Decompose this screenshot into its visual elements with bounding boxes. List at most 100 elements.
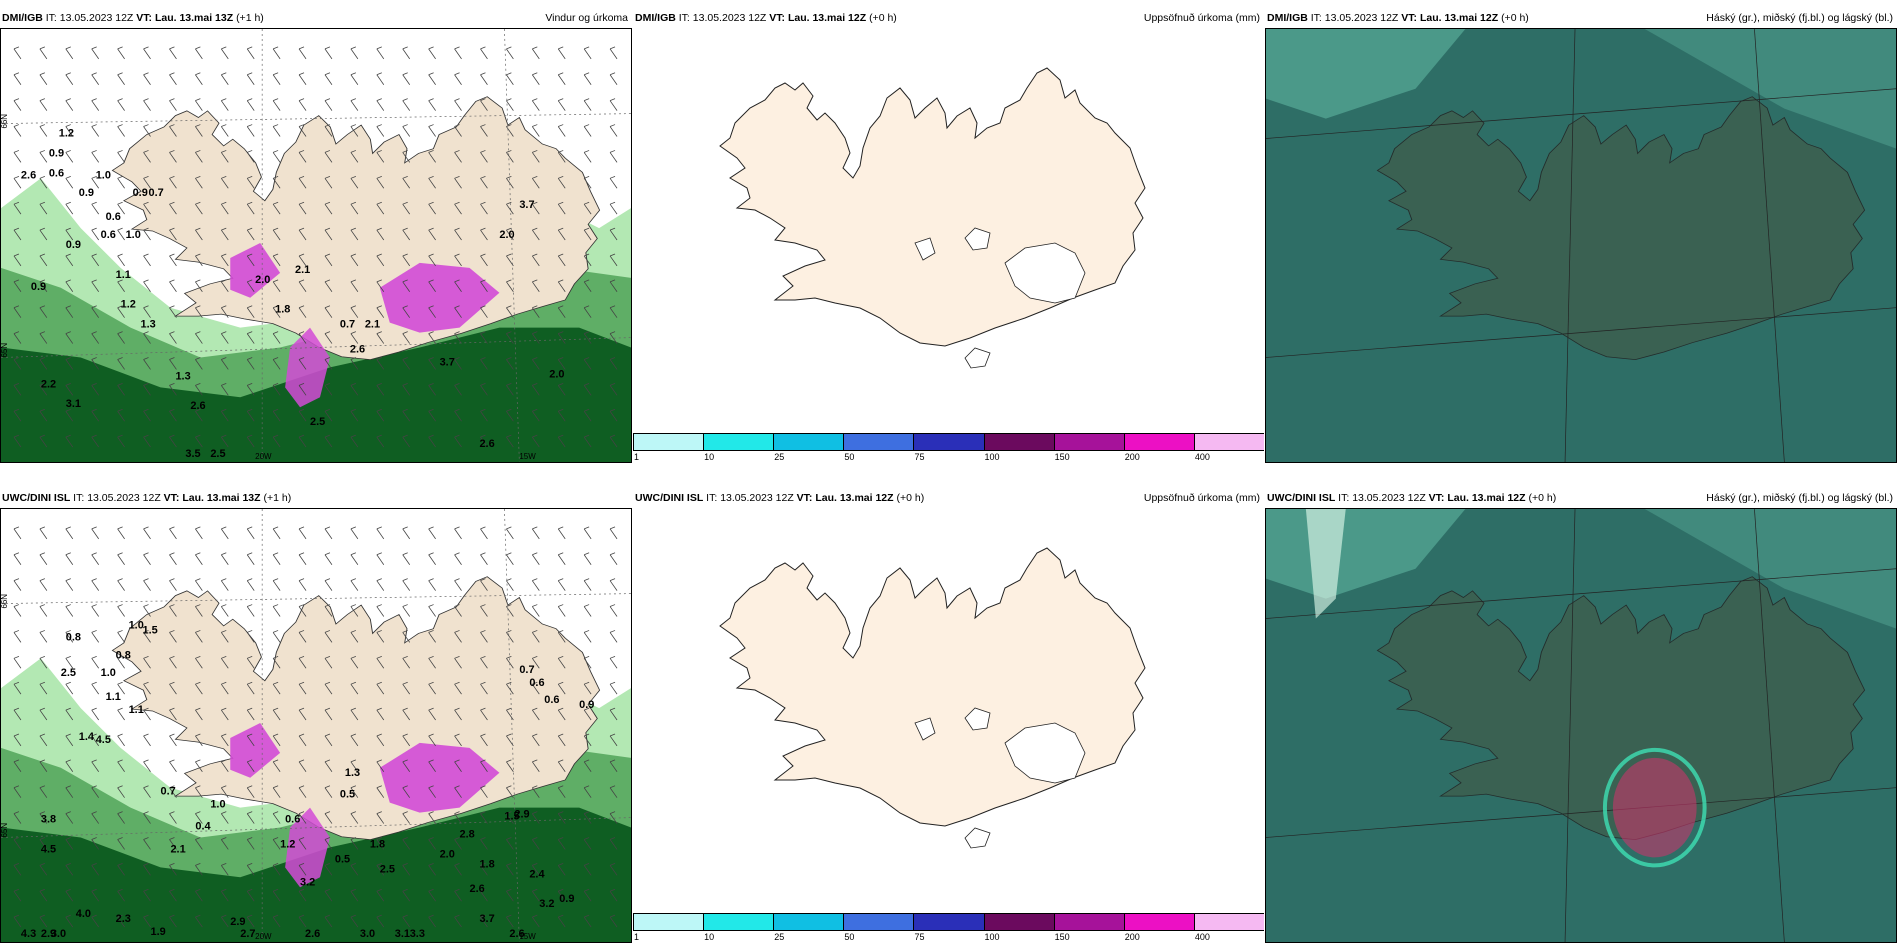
wind-barb [65, 733, 74, 747]
glacier-outline [964, 347, 991, 369]
precip-value-label: 2.5 [61, 667, 76, 679]
wind-barb [117, 759, 125, 773]
precip-value-label: 1.8 [275, 304, 290, 316]
colorbar-swatch [773, 433, 845, 451]
longitude-label: 15W [519, 932, 536, 941]
precip-value-label: 2.9 [230, 916, 245, 928]
wind-barb [557, 837, 566, 850]
precip-value-label: 1.0 [101, 667, 116, 679]
wind-barb [143, 124, 151, 137]
wind-barb [195, 279, 203, 293]
wind-barb [195, 785, 203, 798]
wind-barb [324, 253, 333, 267]
wind-barb [39, 124, 48, 137]
accumulated-precip-map-svg [719, 67, 1146, 369]
vt-time: Lau. 13.mai 13Z [154, 12, 234, 24]
wind-barb [272, 733, 281, 747]
glacier-outline [964, 707, 991, 731]
wind-barb [609, 785, 618, 798]
wind-barb [272, 72, 281, 85]
wind-barb [143, 253, 151, 267]
wind-barb [39, 253, 48, 267]
wind-barb [557, 888, 566, 902]
iceland-land-group [1376, 96, 1866, 360]
wind-barb [195, 124, 203, 137]
wind-map[interactable]: 66N 65N 20W 15W 1.2 0.9 0.6 2.6 1.0 0.9 0.9 0.7 0.9 0… [0, 28, 632, 463]
wind-barb [428, 279, 436, 293]
wind-barb [195, 707, 203, 721]
wind-barb [350, 227, 359, 241]
precip-value-label: 3.8 [41, 814, 56, 826]
wind-barb [609, 305, 618, 318]
precip-value-label: 2.0 [499, 229, 514, 241]
wind-barb [376, 331, 385, 344]
wind-barb [169, 914, 177, 928]
wind-barb [454, 733, 462, 747]
precip-value-label: 2.0 [255, 274, 270, 286]
wind-barb [531, 630, 540, 643]
wind-barb [65, 888, 74, 902]
precip-value-label: 0.6 [285, 814, 300, 826]
wind-barb [324, 434, 333, 448]
wind-barb [402, 382, 411, 396]
panel-precip-row2: UWC/DINI ISL IT: 13.05.2023 12Z VT: Lau.… [633, 488, 1264, 943]
precip-value-label: 3.1 [395, 928, 410, 940]
precip-value-label: 4.5 [96, 734, 111, 746]
wind-barb [609, 408, 618, 422]
wind-barb [298, 604, 307, 617]
wind-barb [480, 253, 488, 267]
wind-barb [65, 681, 74, 695]
precip-map[interactable] [633, 28, 1264, 433]
wind-barb [428, 253, 436, 267]
panel-wind-row1: DMI/IGB IT: 13.05.2023 12Z VT: Lau. 13.m… [0, 8, 632, 463]
wind-barb [557, 227, 566, 241]
precip-map[interactable] [633, 508, 1264, 913]
wind-barb [428, 837, 436, 850]
wind-barb [220, 862, 229, 876]
wind-barb [298, 707, 307, 721]
wind-barb [272, 434, 281, 448]
wind-barb [609, 759, 618, 773]
wind-barb [143, 552, 151, 565]
wind-barb [454, 279, 462, 293]
wind-barb [143, 46, 151, 60]
wind-barb [402, 253, 411, 267]
wind-barb [195, 914, 203, 928]
wind-barb [298, 357, 307, 370]
wind-barb [13, 733, 22, 747]
wind-barb [583, 759, 592, 773]
wind-barb [246, 46, 255, 60]
wind-barb [531, 888, 540, 902]
wind-barb [117, 578, 125, 591]
wind-barb [402, 707, 411, 721]
wind-barb [91, 331, 100, 344]
wind-barb [609, 357, 618, 370]
wind-barb [272, 357, 281, 370]
wind-barb [117, 98, 125, 111]
wind-barb [195, 837, 203, 850]
wind-barb [143, 578, 151, 591]
wind-barb [506, 630, 514, 643]
cloud-map[interactable] [1265, 28, 1897, 463]
wind-barb [454, 408, 462, 422]
wind-barb [480, 707, 488, 721]
wind-barb [350, 681, 359, 695]
wind-barb [195, 331, 203, 344]
precip-value-label: 4.5 [41, 843, 56, 855]
wind-barb [376, 604, 385, 617]
wind-barb [65, 46, 74, 60]
wind-barb [324, 526, 333, 540]
wind-barb [39, 811, 48, 824]
wind-barb [324, 175, 333, 189]
cloud-map[interactable] [1265, 508, 1897, 943]
precip-value-label: 1.1 [129, 704, 144, 716]
colorbar-swatch [1123, 433, 1195, 451]
wind-barb [13, 888, 22, 902]
wind-barb [583, 837, 592, 850]
precip-value-label: 0.6 [106, 211, 121, 223]
wind-map[interactable]: 66N 65N 20W 15W 0.8 1.0 1.5 2.5 1.0 0.8 1.1 1.1 1.4 4… [0, 508, 632, 943]
field-name: Háský (gr.), miðský (fj.bl.) og lágský (… [1706, 492, 1893, 504]
wind-barb [169, 578, 177, 591]
wind-barb [402, 552, 411, 565]
wind-barb [376, 914, 385, 928]
